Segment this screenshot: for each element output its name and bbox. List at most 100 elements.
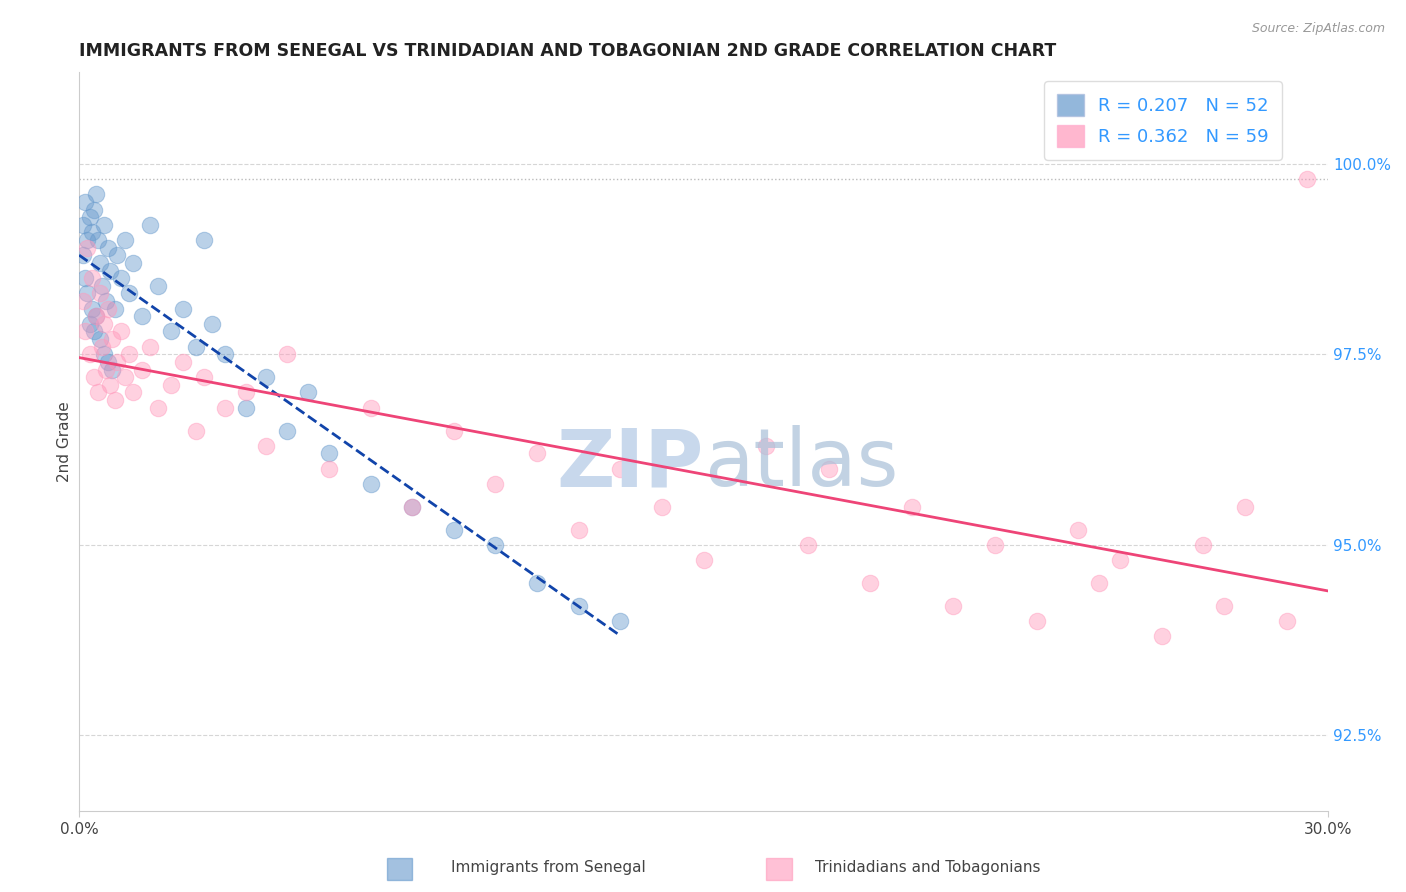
Point: [87, 385, 110, 400]
Point: [75, 271, 97, 285]
Point: [318, 461, 340, 475]
Point: [84, 310, 107, 324]
Point: [148, 401, 170, 415]
Point: [276, 424, 298, 438]
Text: IMMIGRANTS FROM SENEGAL VS TRINIDADIAN AND TOBAGONIAN 2ND GRADE CORRELATION CHAR: IMMIGRANTS FROM SENEGAL VS TRINIDADIAN A…: [79, 42, 1056, 60]
Point: [159, 377, 181, 392]
Point: [93, 347, 115, 361]
Point: [159, 325, 181, 339]
Point: [101, 362, 124, 376]
Point: [360, 476, 382, 491]
Point: [118, 347, 141, 361]
Point: [401, 500, 423, 514]
Point: [172, 301, 194, 316]
Point: [75, 194, 97, 209]
Point: [984, 538, 1007, 552]
Point: [80, 301, 103, 316]
Point: [97, 241, 120, 255]
Point: [1275, 614, 1298, 628]
Point: [526, 446, 548, 460]
Point: [93, 218, 115, 232]
Point: [139, 340, 162, 354]
Point: [93, 317, 115, 331]
Point: [79, 210, 101, 224]
Point: [76, 286, 98, 301]
Point: [214, 401, 236, 415]
Point: [901, 500, 924, 514]
Point: [172, 355, 194, 369]
Point: [214, 347, 236, 361]
Point: [103, 301, 125, 316]
Point: [76, 233, 98, 247]
Point: [443, 424, 465, 438]
Point: [105, 355, 128, 369]
Point: [360, 401, 382, 415]
Point: [942, 599, 965, 613]
Point: [755, 439, 778, 453]
Point: [256, 370, 278, 384]
Point: [256, 439, 278, 453]
Point: [98, 263, 121, 277]
Point: [80, 226, 103, 240]
Point: [122, 256, 145, 270]
Point: [80, 271, 103, 285]
Point: [1088, 575, 1111, 590]
Point: [131, 310, 153, 324]
Point: [1150, 629, 1173, 643]
Point: [110, 271, 132, 285]
Point: [83, 325, 105, 339]
Point: [114, 370, 136, 384]
Point: [118, 286, 141, 301]
Point: [114, 233, 136, 247]
Point: [568, 523, 591, 537]
Point: [1109, 553, 1132, 567]
Point: [651, 500, 673, 514]
Point: [72, 293, 94, 308]
Point: [72, 248, 94, 262]
Y-axis label: 2nd Grade: 2nd Grade: [58, 401, 72, 483]
Point: [692, 553, 714, 567]
Point: [297, 385, 319, 400]
Point: [609, 614, 631, 628]
Point: [89, 332, 111, 346]
Point: [859, 575, 882, 590]
Point: [103, 392, 125, 407]
Point: [89, 256, 111, 270]
Point: [97, 355, 120, 369]
Point: [1213, 599, 1236, 613]
Point: [131, 362, 153, 376]
Text: Source: ZipAtlas.com: Source: ZipAtlas.com: [1251, 22, 1385, 36]
Point: [84, 187, 107, 202]
Point: [1067, 523, 1090, 537]
Point: [193, 370, 215, 384]
Legend: R = 0.207   N = 52, R = 0.362   N = 59: R = 0.207 N = 52, R = 0.362 N = 59: [1045, 81, 1282, 160]
Point: [96, 362, 118, 376]
Point: [193, 233, 215, 247]
Point: [568, 599, 591, 613]
Point: [276, 347, 298, 361]
Point: [79, 347, 101, 361]
Point: [184, 424, 207, 438]
Point: [139, 218, 162, 232]
Point: [97, 301, 120, 316]
Point: [122, 385, 145, 400]
Point: [101, 332, 124, 346]
Point: [526, 575, 548, 590]
Text: ZIP: ZIP: [557, 425, 703, 503]
Point: [1025, 614, 1047, 628]
Point: [796, 538, 818, 552]
Text: Immigrants from Senegal: Immigrants from Senegal: [451, 861, 645, 875]
Point: [1296, 172, 1319, 186]
Point: [83, 370, 105, 384]
Point: [484, 538, 506, 552]
Point: [75, 325, 97, 339]
Point: [235, 401, 257, 415]
Point: [105, 248, 128, 262]
Point: [318, 446, 340, 460]
Point: [484, 476, 506, 491]
Point: [98, 377, 121, 392]
Point: [1192, 538, 1215, 552]
Point: [110, 325, 132, 339]
Point: [609, 461, 631, 475]
Point: [79, 317, 101, 331]
